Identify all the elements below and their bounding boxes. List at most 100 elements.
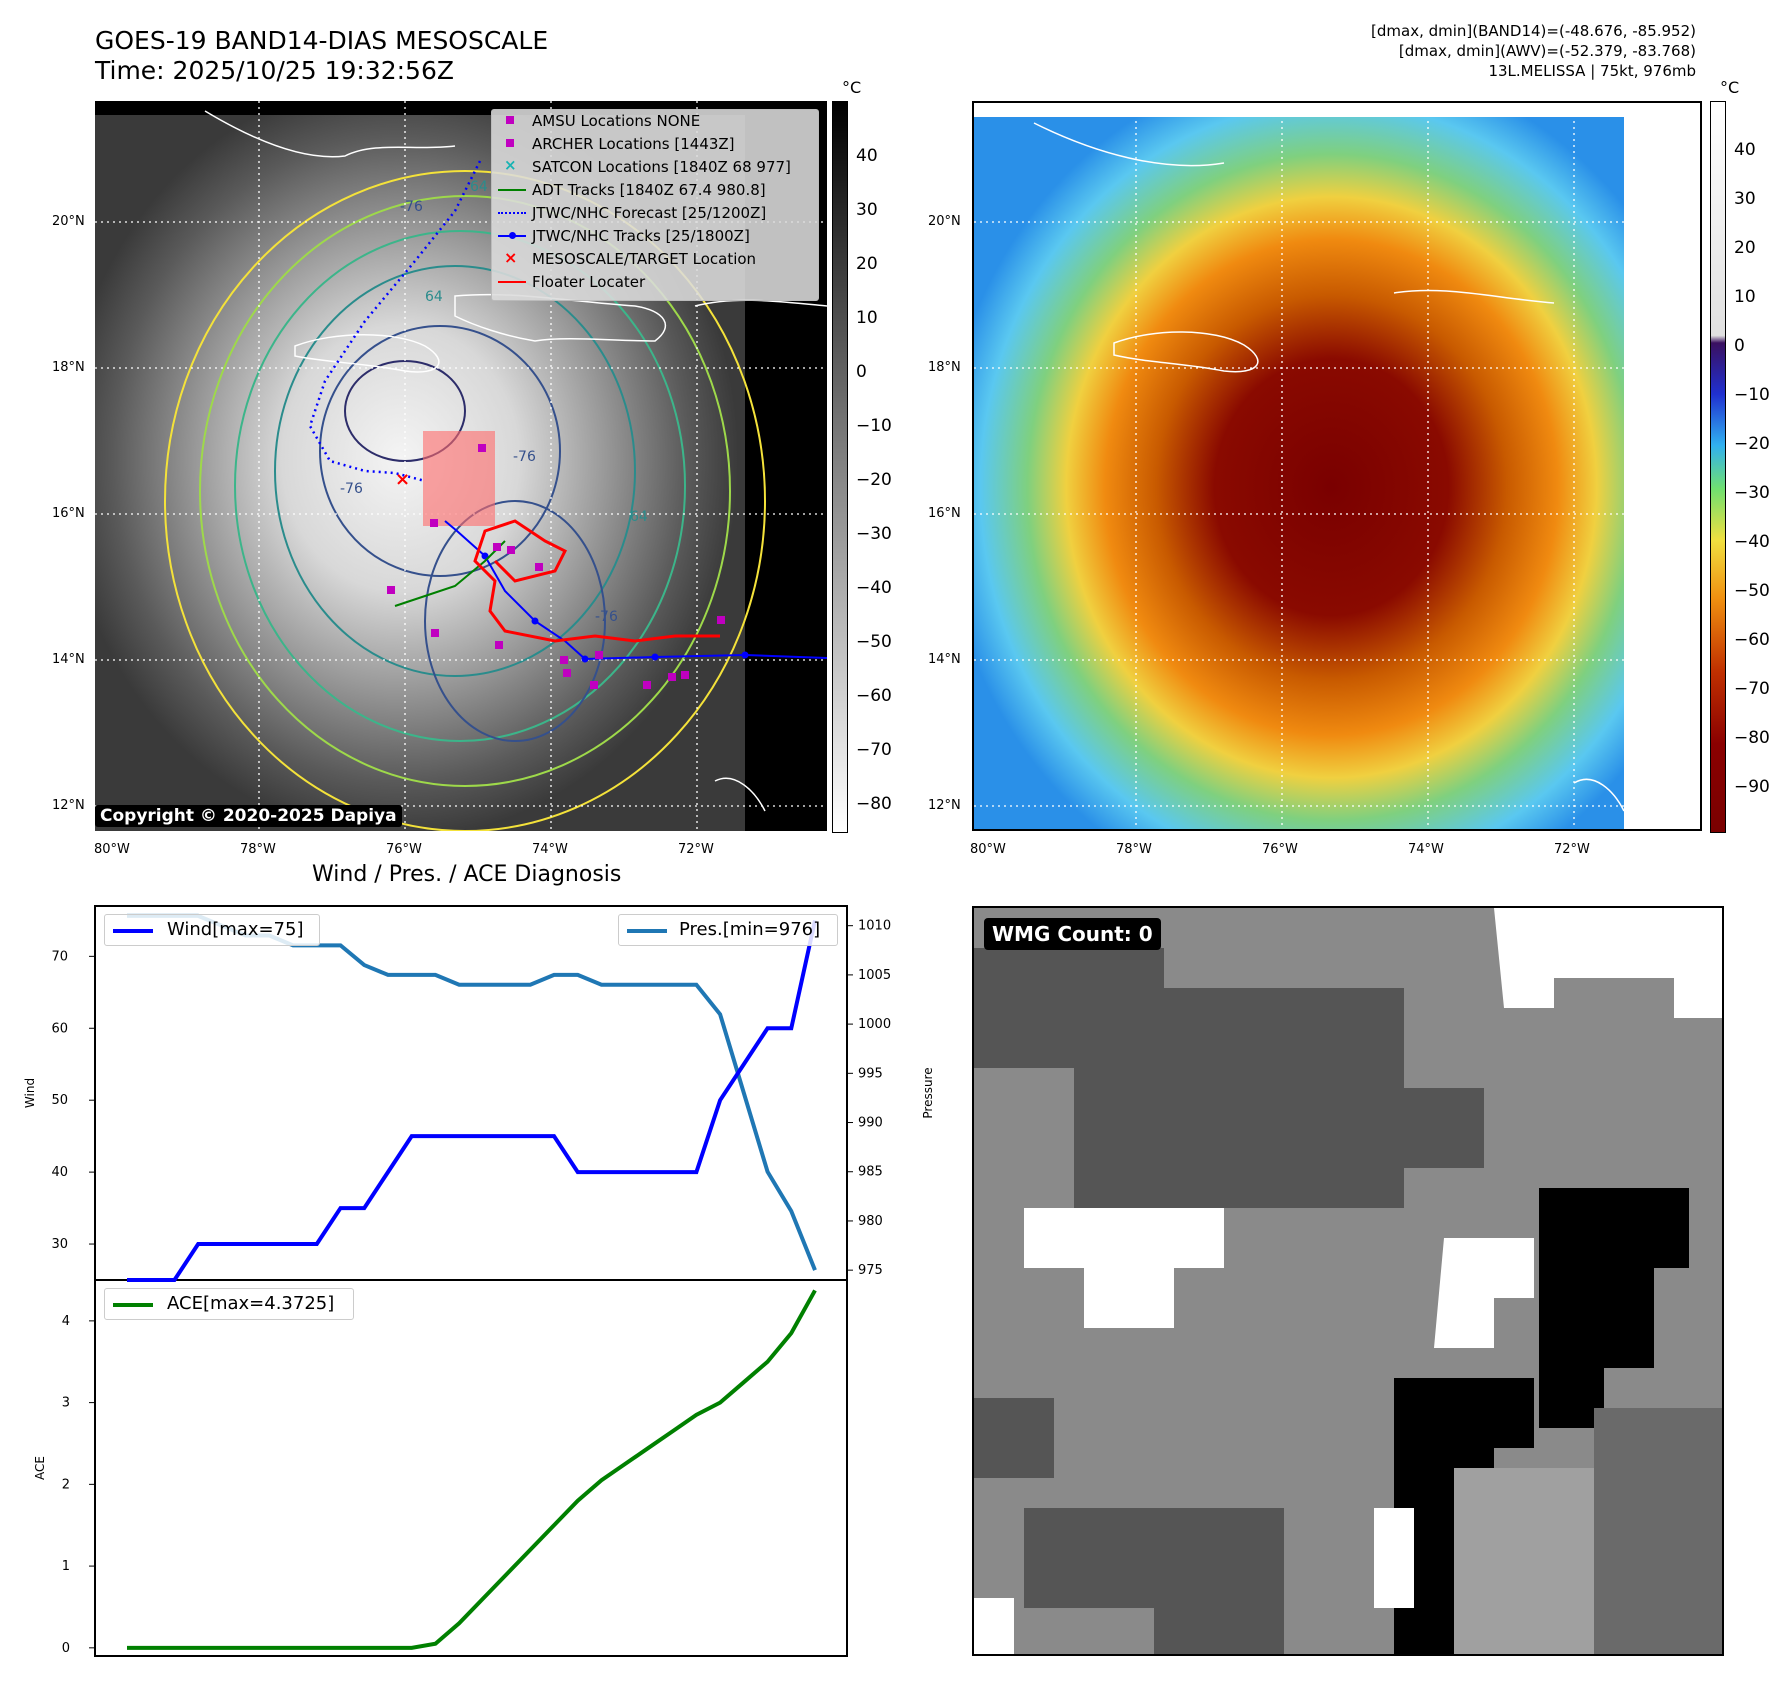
header-right-line-2: [dmax, dmin](AWV)=(-52.379, -83.768) bbox=[1398, 42, 1696, 60]
wind-tick-label: 60 bbox=[51, 1021, 68, 1036]
pressure-tick-label: 985 bbox=[858, 1165, 883, 1180]
forecast-track bbox=[308, 160, 482, 483]
awv-colorbar bbox=[1710, 101, 1726, 833]
ace-tick-label: 2 bbox=[62, 1477, 70, 1492]
pressure-tick-label: 990 bbox=[858, 1116, 883, 1131]
pressure-tick-label: 975 bbox=[858, 1263, 883, 1278]
archer-marker-icon bbox=[506, 139, 514, 147]
title-line-1: GOES-19 BAND14-DIAS MESOSCALE bbox=[95, 26, 549, 55]
ace-legend: ACE[max=4.3725] bbox=[104, 1288, 354, 1320]
lat-label: 12°N bbox=[52, 798, 85, 813]
lat-label: 18°N bbox=[52, 360, 85, 375]
colorbar-tick-label: −90 bbox=[1734, 777, 1770, 797]
pressure-tick-label: 1010 bbox=[858, 919, 891, 934]
lat-label: 18°N bbox=[928, 360, 961, 375]
lat-label: 14°N bbox=[928, 652, 961, 667]
ace-tick-label: 0 bbox=[62, 1641, 70, 1656]
legend-item-target: MESOSCALE/TARGET Location bbox=[532, 250, 757, 268]
lon-label: 80°W bbox=[94, 842, 130, 857]
target-marker-icon: × bbox=[504, 248, 518, 267]
colorbar-tick-label: −50 bbox=[856, 632, 892, 652]
pressure-legend-label: Pres.[min=976] bbox=[679, 919, 821, 940]
target-location-marker: × bbox=[395, 469, 410, 490]
lon-label: 78°W bbox=[240, 842, 276, 857]
adt-line-icon bbox=[498, 189, 526, 191]
lat-label: 20°N bbox=[52, 214, 85, 229]
lon-label: 76°W bbox=[1262, 842, 1298, 857]
floater-line-icon bbox=[498, 281, 526, 283]
colorbar-tick-label: 20 bbox=[856, 254, 878, 274]
ace-axes bbox=[94, 1279, 848, 1657]
ace-legend-label: ACE[max=4.3725] bbox=[167, 1293, 335, 1314]
lat-label: 16°N bbox=[928, 506, 961, 521]
lon-label: 72°W bbox=[1554, 842, 1590, 857]
legend-item-tracks: JTWC/NHC Tracks [25/1800Z] bbox=[532, 227, 750, 245]
colorbar-tick-label: −50 bbox=[1734, 581, 1770, 601]
band14-map-panel: 64 64 -76 -76 -76 64 -76 bbox=[95, 101, 828, 832]
contour-label: -76 bbox=[340, 481, 363, 497]
ace-axis-label: ACE bbox=[33, 1456, 47, 1480]
colorbar-tick-label: −70 bbox=[1734, 679, 1770, 699]
ace-tick-label: 1 bbox=[62, 1559, 70, 1574]
wind-pressure-axes bbox=[94, 905, 848, 1281]
colorbar-tick-label: −40 bbox=[856, 578, 892, 598]
contour-label: -76 bbox=[595, 609, 618, 625]
best-track bbox=[444, 520, 828, 661]
ace-legend-line-icon bbox=[113, 1303, 153, 1307]
contour-label: -76 bbox=[400, 199, 423, 215]
legend-item-forecast: JTWC/NHC Forecast [25/1200Z] bbox=[532, 204, 767, 222]
colorbar-tick-label: −30 bbox=[1734, 483, 1770, 503]
colorbar-tick-label: −40 bbox=[1734, 532, 1770, 552]
colorbar-tick-label: 10 bbox=[856, 308, 878, 328]
map-legend: AMSU Locations NONE ARCHER Locations [14… bbox=[491, 109, 819, 301]
colorbar-unit: °C bbox=[1720, 78, 1740, 97]
wmg-grid bbox=[974, 908, 1722, 1654]
ace-tick-label: 4 bbox=[62, 1314, 70, 1329]
wind-legend: Wind[max=75] bbox=[104, 914, 320, 946]
contour-label: 64 bbox=[630, 509, 648, 525]
wind-axis-label: Wind bbox=[23, 1078, 37, 1108]
colorbar-tick-label: 30 bbox=[856, 200, 878, 220]
colorbar-unit: °C bbox=[842, 78, 862, 97]
ace-tick-label: 3 bbox=[62, 1396, 70, 1411]
wind-tick-label: 30 bbox=[51, 1237, 68, 1252]
diagnosis-title: Wind / Pres. / ACE Diagnosis bbox=[312, 862, 622, 887]
legend-item-adt: ADT Tracks [1840Z 67.4 980.8] bbox=[532, 181, 766, 199]
colorbar-tick-label: −10 bbox=[856, 416, 892, 436]
header-right-line-3: 13L.MELISSA | 75kt, 976mb bbox=[1488, 62, 1696, 80]
forecast-line-icon bbox=[498, 212, 526, 214]
ace-series-line bbox=[127, 1289, 817, 1650]
pressure-tick-label: 995 bbox=[858, 1066, 883, 1081]
pressure-legend: Pres.[min=976] bbox=[618, 914, 838, 946]
colorbar-tick-label: −80 bbox=[856, 794, 892, 814]
colorbar-tick-label: 40 bbox=[1734, 140, 1756, 160]
pressure-series-line bbox=[127, 913, 817, 1271]
legend-item-floater: Floater Locater bbox=[532, 273, 646, 291]
colorbar-tick-label: 20 bbox=[1734, 238, 1756, 258]
colorbar-tick-label: −20 bbox=[856, 470, 892, 490]
contour-label: 64 bbox=[470, 179, 488, 195]
lat-label: 20°N bbox=[928, 214, 961, 229]
colorbar-tick-label: −60 bbox=[856, 686, 892, 706]
lon-label: 80°W bbox=[970, 842, 1006, 857]
lon-label: 72°W bbox=[678, 842, 714, 857]
lon-label: 76°W bbox=[386, 842, 422, 857]
band14-colorbar bbox=[832, 101, 848, 833]
copyright-notice: Copyright © 2020-2025 Dapiya bbox=[95, 805, 402, 827]
floater-locater-track bbox=[473, 519, 720, 643]
legend-item-satcon: SATCON Locations [1840Z 68 977] bbox=[532, 158, 791, 176]
wmg-panel: WMG Count: 0 bbox=[972, 906, 1724, 1656]
wmg-count-badge: WMG Count: 0 bbox=[984, 918, 1161, 950]
wind-legend-line-icon bbox=[113, 929, 153, 933]
colorbar-tick-label: −20 bbox=[1734, 434, 1770, 454]
pressure-tick-label: 980 bbox=[858, 1214, 883, 1229]
lon-label: 74°W bbox=[1408, 842, 1444, 857]
legend-item-archer: ARCHER Locations [1443Z] bbox=[532, 135, 735, 153]
track-dot-icon bbox=[509, 232, 516, 239]
colorbar-tick-label: 40 bbox=[856, 146, 878, 166]
title-line-2: Time: 2025/10/25 19:32:56Z bbox=[95, 56, 454, 85]
colorbar-tick-label: 0 bbox=[856, 362, 867, 382]
colorbar-tick-label: 0 bbox=[1734, 336, 1745, 356]
lat-label: 16°N bbox=[52, 506, 85, 521]
wind-series-line bbox=[127, 919, 817, 1282]
